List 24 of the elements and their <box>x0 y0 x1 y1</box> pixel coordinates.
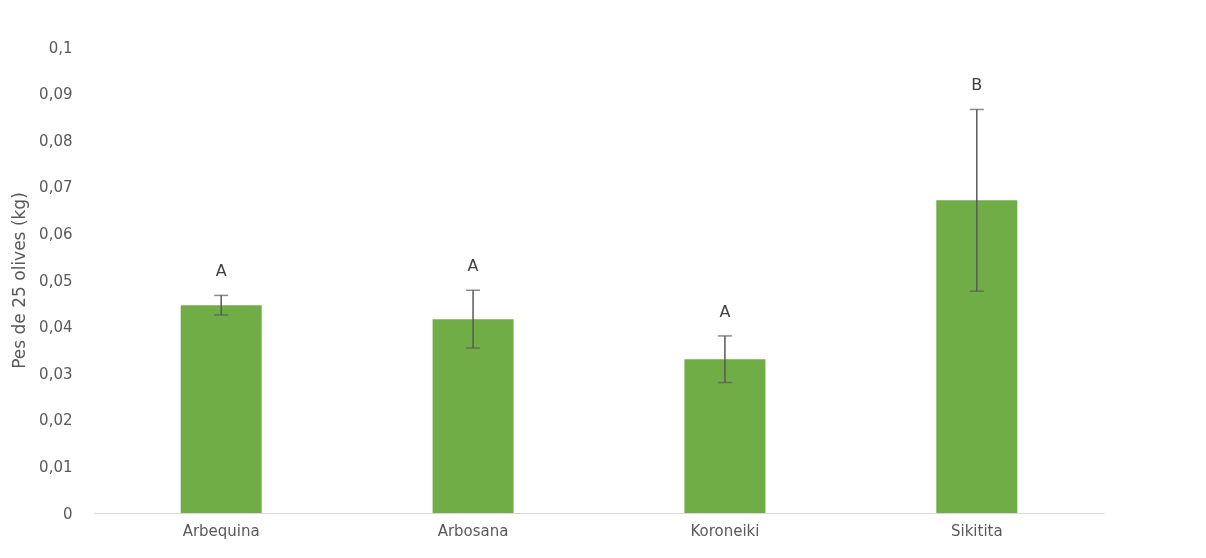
y-tick-label: 0,01 <box>39 457 73 476</box>
annotation: B <box>971 75 983 95</box>
bar <box>180 305 262 513</box>
x-tick-label: Arbosana <box>437 521 509 540</box>
annotation: A <box>215 261 227 281</box>
bar <box>684 359 766 513</box>
x-tick-label: Arbequina <box>182 521 260 540</box>
y-tick-label: 0,1 <box>48 38 73 57</box>
y-tick-label: 0,07 <box>39 178 73 197</box>
y-tick-label: 0,09 <box>39 85 73 104</box>
y-tick-label: 0,05 <box>39 271 73 290</box>
bar <box>936 200 1018 513</box>
y-tick-label: 0,06 <box>39 224 73 243</box>
y-tick-label: 0,03 <box>39 364 73 383</box>
bar <box>432 319 514 513</box>
y-tick-label: 0,08 <box>39 131 73 150</box>
y-tick-label: 0 <box>62 504 73 523</box>
y-tick-label: 0,04 <box>39 318 73 337</box>
x-tick-label: Koroneiki <box>690 521 760 540</box>
x-tick-label: Sikitita <box>950 521 1003 540</box>
y-tick-label: 0,02 <box>39 411 73 430</box>
y-axis-title: Pes de 25 olives (kg) <box>9 192 30 369</box>
annotation: A <box>467 256 479 276</box>
annotation: A <box>719 301 731 321</box>
